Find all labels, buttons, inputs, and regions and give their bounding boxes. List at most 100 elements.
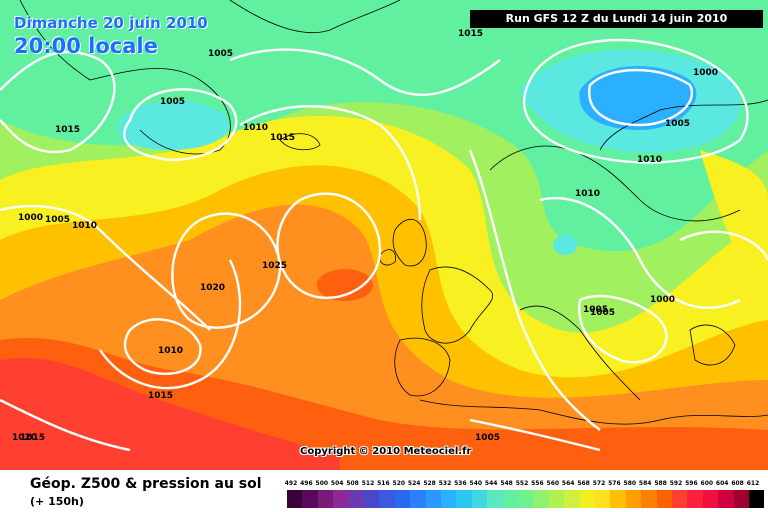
scale-tick-label: 592: [669, 480, 683, 487]
scale-tick-label: 564: [561, 480, 575, 487]
scale-tick-label: 512: [361, 480, 375, 487]
isobar-label: 1005: [160, 97, 185, 107]
weather-map: 1005 1005 1015 1015 1010 1015 1000 1005 1010 1000…: [0, 0, 768, 470]
legend-subtitle: (+ 150h): [30, 495, 84, 508]
scale-swatch: [287, 490, 303, 508]
isobar-label: 1000: [650, 295, 675, 305]
scale-tick-label: 536: [454, 480, 467, 487]
scale-tick-label: 572: [592, 480, 606, 487]
isobar-label: 1025: [262, 261, 287, 271]
isobar-label: 1005: [583, 305, 608, 315]
scale-swatch: [702, 490, 719, 508]
geopotential-field: [0, 0, 768, 470]
scale-swatch: [733, 490, 749, 508]
isobar-label: 1010: [243, 123, 268, 133]
legend-bar: Géop. Z500 & pression au sol (+ 150h) 49…: [0, 470, 768, 512]
scale-tick-label: 588: [654, 480, 667, 487]
scale-swatch: [502, 490, 518, 508]
copyright-notice: Copyright © 2010 Meteociel.fr: [300, 446, 472, 457]
scale-swatch: [487, 490, 503, 508]
scale-tick-label: 532: [438, 480, 452, 487]
scale-tick-label: 496: [300, 480, 313, 487]
scale-swatch: [410, 490, 426, 508]
coastlines: [19, 0, 768, 425]
color-scale: 492 496 500 504 508 512 516 520 524 528 532 536 540 5…: [284, 480, 765, 510]
map-canvas: 1005100510151015101010151000100510101000…: [0, 0, 768, 470]
forecast-time: 20:00 locale: [14, 34, 158, 58]
scale-tick-label: 556: [531, 480, 544, 487]
isobar-label: 1005: [475, 433, 500, 443]
model-run-label: Run GFS 12 Z du Lundi 14 juin 2010: [470, 10, 763, 28]
isobar-label: 1005: [45, 215, 70, 225]
scale-tick-label: 580: [623, 480, 637, 487]
scale-swatch: [333, 490, 349, 508]
scale-swatch: [610, 490, 626, 508]
scale-tick-label: 528: [423, 480, 436, 487]
isobar-label: 1005: [665, 119, 690, 129]
isobar-label: 1005: [590, 308, 615, 318]
legend-title: Géop. Z500 & pression au sol: [30, 476, 262, 492]
scale-swatch: [625, 490, 642, 508]
scale-tick-label: 568: [577, 480, 590, 487]
isobar-labels: 1005100510151015101010151000100510101000…: [12, 29, 718, 443]
scale-swatch: [641, 490, 657, 508]
scale-swatch: [441, 490, 457, 508]
scale-swatch: [533, 490, 549, 508]
scale-swatch: [595, 490, 611, 508]
isobar-label: 1010: [158, 346, 183, 356]
scale-swatch: [687, 490, 703, 508]
scale-tick-label: 584: [638, 480, 652, 487]
scale-tick-label: 548: [500, 480, 513, 487]
scale-tick-label: 520: [392, 480, 406, 487]
isobar-label: 1015: [270, 133, 295, 143]
scale-swatch: [518, 490, 534, 508]
isobar-label: 1020: [200, 283, 225, 293]
scale-swatch: [394, 490, 411, 508]
scale-swatch: [364, 490, 380, 508]
scale-tick-label: 608: [731, 480, 744, 487]
scale-tick-label: 524: [407, 480, 421, 487]
scale-swatch: [317, 490, 334, 508]
scale-swatch: [379, 490, 395, 508]
scale-swatch: [425, 490, 441, 508]
scale-tick-label: 516: [377, 480, 390, 487]
scale-tick-label: 492: [284, 480, 298, 487]
forecast-date: Dimanche 20 juin 2010: [14, 14, 208, 32]
scale-tick-label: 540: [469, 480, 483, 487]
scale-swatch: [456, 490, 472, 508]
scale-swatch: [749, 490, 765, 508]
isobar-label: 1000: [693, 68, 718, 78]
scale-tick-label: 576: [608, 480, 621, 487]
scale-tick-label: 552: [515, 480, 529, 487]
scale-tick-label: 612: [746, 480, 760, 487]
scale-tick-label: 596: [685, 480, 698, 487]
scale-swatch: [718, 490, 734, 508]
scale-tick-label: 500: [315, 480, 329, 487]
isobar-label: 1015: [458, 29, 483, 39]
isobars: [0, 38, 768, 452]
isobar-label: 1010: [637, 155, 662, 165]
isobar-label: 1000: [18, 213, 43, 223]
scale-swatch: [656, 490, 672, 508]
isobar-label: 1010: [72, 221, 97, 231]
isobar-label: 1005: [208, 49, 233, 59]
scale-tick-label: 604: [715, 480, 729, 487]
scale-tick-label: 600: [700, 480, 714, 487]
scale-swatch: [302, 490, 318, 508]
scale-tick-label: 560: [546, 480, 560, 487]
scale-swatch: [548, 490, 565, 508]
scale-swatch: [564, 490, 580, 508]
scale-swatch: [672, 490, 688, 508]
scale-swatch: [579, 490, 595, 508]
isobar-label: 1015: [55, 125, 80, 135]
scale-swatch: [348, 490, 364, 508]
isobar-label: 1020: [12, 433, 37, 443]
scale-tick-label: 508: [346, 480, 359, 487]
isobar-label: 1015: [148, 391, 173, 401]
scale-swatch: [471, 490, 488, 508]
isobar-label: 1010: [575, 189, 600, 199]
isobar-label: 1015: [20, 433, 45, 443]
scale-tick-label: 544: [484, 480, 498, 487]
scale-tick-label: 504: [330, 480, 344, 487]
